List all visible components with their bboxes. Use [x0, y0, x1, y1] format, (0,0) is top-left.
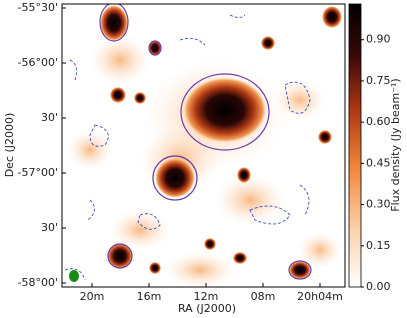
- colorbar-tick-label: 0.90: [366, 33, 391, 46]
- axes-frame: [61, 3, 346, 288]
- colorbar-tick-label: 0.30: [366, 198, 391, 211]
- y-tick-label: -57°00': [18, 166, 59, 179]
- colorbar-tick-label: 0.45: [366, 156, 391, 169]
- colorbar: [348, 3, 362, 288]
- y-tick-label: -58°00': [18, 276, 59, 289]
- y-tick-label: -55°30': [18, 1, 59, 14]
- y-tick-label: 30': [41, 111, 58, 124]
- sky-image: [62, 4, 345, 287]
- y-tick-label: -56°00': [18, 56, 59, 69]
- x-axis-label: RA (J2000): [178, 302, 236, 315]
- colorbar-tick-label: 0.00: [366, 280, 391, 293]
- y-axis-label: Dec (J2000): [3, 113, 16, 178]
- y-tick-label: 30': [41, 221, 58, 234]
- colorbar-tick-label: 0.60: [366, 115, 391, 128]
- colorbar-label: Flux density (Jy beam⁻¹): [389, 78, 402, 211]
- colorbar-tick-label: 0.75: [366, 74, 391, 87]
- x-tick-label: 08m: [251, 290, 276, 303]
- x-tick-label: 20h04m: [297, 290, 343, 303]
- x-tick-label: 16m: [137, 290, 162, 303]
- x-tick-label: 20m: [80, 290, 105, 303]
- colorbar-tick-label: 0.15: [366, 239, 391, 252]
- x-tick-label: 12m: [194, 290, 219, 303]
